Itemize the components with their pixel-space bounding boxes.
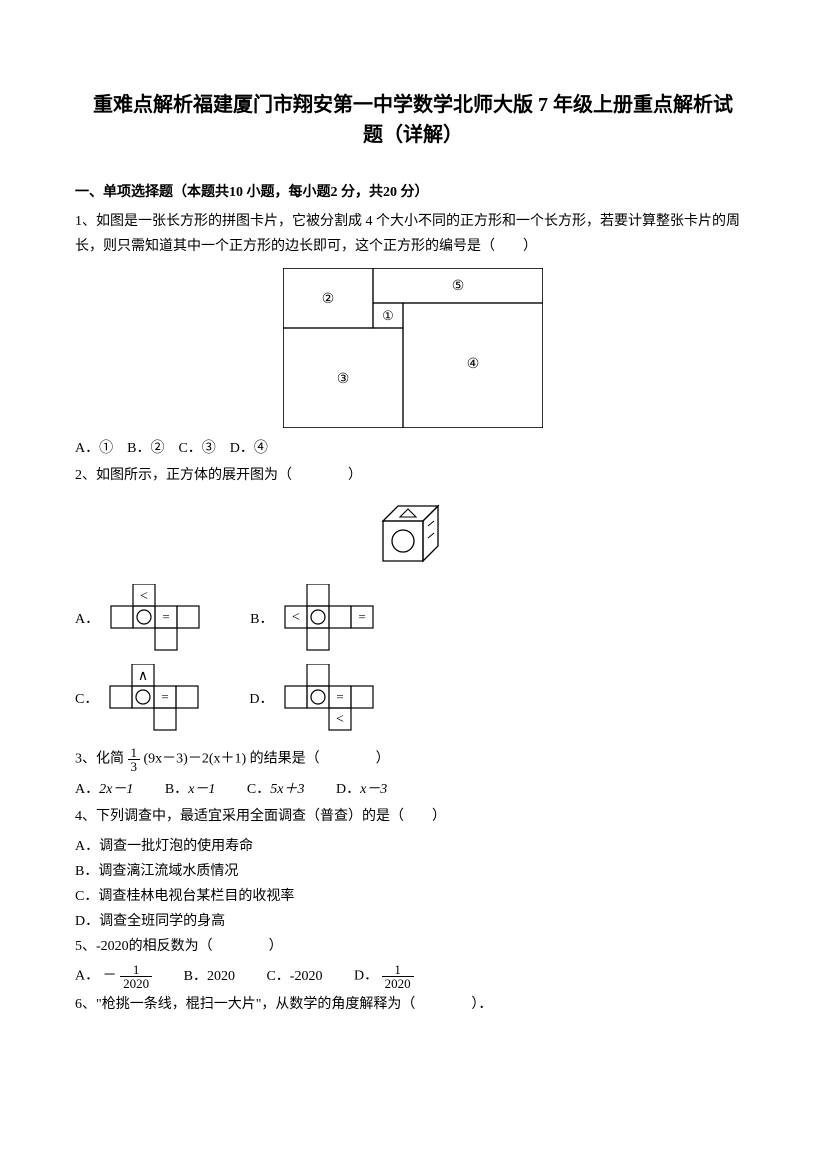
svg-text:②: ② — [322, 292, 335, 307]
q5-opt-a: A． － 1 2020 — [75, 963, 152, 990]
svg-text:①: ① — [382, 308, 394, 323]
title-line-1: 重难点解析福建厦门市翔安第一中学数学北师大版 7 年级上册重点解析试 — [93, 94, 733, 116]
q2-opt-c: C． ∧ = — [75, 664, 218, 736]
svg-text:<: < — [336, 712, 344, 727]
svg-text:<: < — [140, 589, 148, 604]
q6-text: 6、"枪挑一条线，棍扫一大片"，从数学的角度解释为（ ）． — [75, 997, 492, 1012]
q3-expr: (9x－3)－2(x＋1) — [144, 752, 247, 767]
question-1: 1、如图是一张长方形的拼图卡片，它被分割成 4 个大小不同的正方形和一个长方形，… — [75, 209, 751, 259]
title-line-2: 题（详解） — [363, 124, 463, 146]
q5-options: A． － 1 2020 B．2020 C．-2020 D． 1 2020 — [75, 963, 751, 990]
svg-text:④: ④ — [467, 357, 480, 372]
q4-opt-b: B．调查漓江流域水质情况 — [75, 859, 751, 884]
q3-fraction: 1 3 — [128, 746, 141, 773]
q5-opt-b: B．2020 — [184, 964, 235, 989]
q5-opt-c: C．-2020 — [266, 964, 322, 989]
q2-options-row-2: C． ∧ = D． — [75, 664, 751, 736]
question-4: 4、下列调查中，最适宜采用全面调查（普查）的是（ ） — [75, 804, 751, 829]
svg-text:③: ③ — [337, 372, 350, 387]
q5-opt-d: D． 1 2020 — [354, 963, 414, 990]
question-5: 5、-2020的相反数为（ ） — [75, 934, 751, 959]
svg-text:⑤: ⑤ — [452, 279, 465, 294]
q4-opt-c: C．调查桂林电视台某栏目的收视率 — [75, 884, 751, 909]
q5-text: 5、-2020的相反数为（ ） — [75, 939, 283, 954]
q4-opt-a: A．调查一批灯泡的使用寿命 — [75, 834, 751, 859]
question-6: 6、"枪挑一条线，棍扫一大片"，从数学的角度解释为（ ）． — [75, 992, 751, 1017]
svg-text:=: = — [161, 689, 168, 704]
q2-text: 2、如图所示，正方体的展开图为（ ） — [75, 468, 362, 483]
q1-text: 1、如图是一张长方形的拼图卡片，它被分割成 4 个大小不同的正方形和一个长方形，… — [75, 214, 740, 254]
svg-text:=: = — [358, 609, 365, 624]
q3-options: A．2x－1 B．x－1 C．5x＋3 D．x－3 — [75, 777, 751, 802]
svg-text:∧: ∧ — [138, 669, 148, 684]
q4-text: 4、下列调查中，最适宜采用全面调查（普查）的是（ ） — [75, 809, 446, 824]
page-title: 重难点解析福建厦门市翔安第一中学数学北师大版 7 年级上册重点解析试 题（详解） — [75, 90, 751, 150]
q2-opt-d: D． = < — [249, 664, 393, 736]
q2-figure — [75, 496, 751, 576]
q4-opt-d: D．调查全班同学的身高 — [75, 909, 751, 934]
svg-text:=: = — [162, 609, 169, 624]
svg-text:<: < — [292, 610, 300, 625]
question-3: 3、化简 1 3 (9x－3)－2(x＋1) 的结果是（ ） — [75, 746, 751, 773]
q2-opt-b: B． < = — [250, 584, 393, 656]
q3-prefix: 3、化简 — [75, 752, 124, 767]
q3-suffix: 的结果是（ ） — [250, 752, 390, 767]
q2-opt-a: A． < = — [75, 584, 219, 656]
q2-options-row-1: A． < = B． — [75, 584, 751, 656]
section-1-heading: 一、单项选择题（本题共10 小题，每小题2 分，共20 分） — [75, 180, 751, 205]
q1-figure: ② ⑤ ① ③ ④ — [75, 268, 751, 428]
q1-options: A．① B．② C．③ D．④ — [75, 436, 751, 461]
svg-text:=: = — [336, 689, 343, 704]
question-2: 2、如图所示，正方体的展开图为（ ） — [75, 463, 751, 488]
